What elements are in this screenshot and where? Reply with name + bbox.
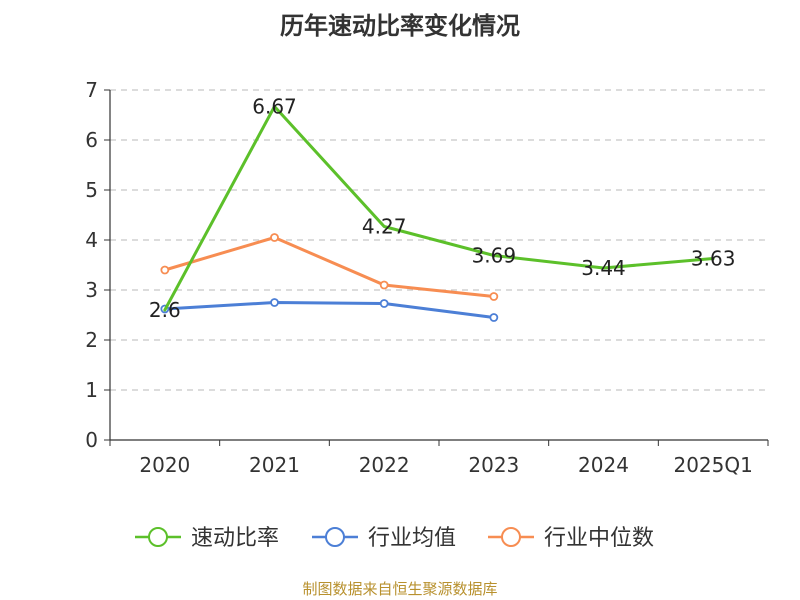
x-tick-label: 2022 <box>359 453 410 477</box>
x-tick-label: 2025Q1 <box>673 453 752 477</box>
series-line-3 <box>163 236 496 298</box>
data-labels: 2.6 6.67 4.27 3.69 3.44 3.63 <box>149 95 736 323</box>
axes <box>104 89 769 446</box>
x-tick-label: 2020 <box>139 453 190 477</box>
y-tick-label: 0 <box>85 428 98 452</box>
data-label: 3.63 <box>691 247 736 271</box>
data-label: 6.67 <box>252 95 297 119</box>
series-line-1 <box>163 105 715 312</box>
data-point <box>379 280 389 290</box>
y-tick-label: 1 <box>85 378 98 402</box>
series-line-2 <box>163 301 496 319</box>
data-point <box>379 299 389 308</box>
legend-label: 速动比率 <box>191 526 279 551</box>
data-point <box>270 298 279 307</box>
legend-marker <box>501 527 521 547</box>
y-tick-label: 4 <box>85 228 98 252</box>
legend-label: 行业中位数 <box>544 526 654 551</box>
data-label: 4.27 <box>362 215 407 239</box>
y-tick-labels: 0 1 2 3 4 5 6 7 <box>85 78 98 452</box>
y-tick-label: 3 <box>85 278 98 302</box>
x-tick-label: 2021 <box>249 453 300 477</box>
x-tick-labels: 2020 2021 2022 2023 2024 2025Q1 <box>139 453 752 477</box>
y-tick-label: 2 <box>85 328 98 352</box>
legend: 速动比率 行业均值 行业中位数 <box>135 526 654 551</box>
source-note: 制图数据来自恒生聚源数据库 <box>302 580 498 598</box>
y-tick-label: 5 <box>85 178 98 202</box>
chart-title: 历年速动比率变化情况 <box>280 12 520 40</box>
series-group <box>160 105 715 322</box>
data-point <box>270 233 279 242</box>
legend-marker <box>148 527 168 547</box>
data-label: 3.44 <box>581 256 626 280</box>
data-point <box>160 265 170 275</box>
y-tick-label: 6 <box>85 128 98 152</box>
y-tick-label: 7 <box>85 78 98 102</box>
legend-label: 行业均值 <box>368 526 456 551</box>
x-tick-label: 2024 <box>578 453 629 477</box>
data-label: 2.6 <box>149 298 181 322</box>
data-point <box>489 292 499 301</box>
legend-marker <box>325 527 345 547</box>
x-tick-label: 2023 <box>468 453 519 477</box>
data-label: 3.69 <box>472 244 517 268</box>
data-point <box>489 313 499 322</box>
